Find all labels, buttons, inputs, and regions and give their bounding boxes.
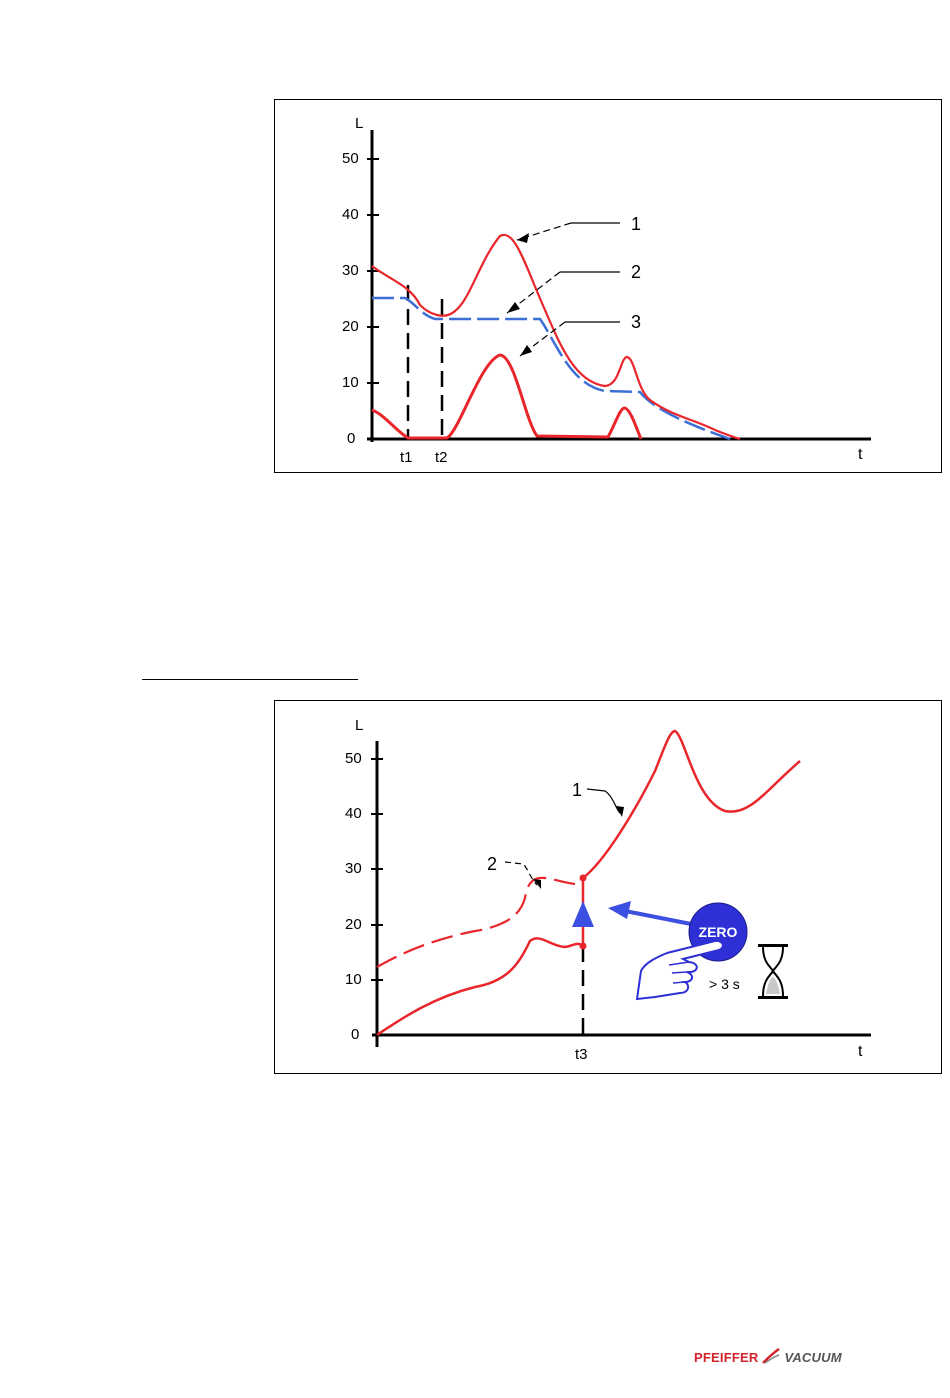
callout-2-label: 2	[631, 262, 641, 282]
series-1-line	[371, 233, 741, 441]
callout-1-label: 1	[572, 780, 582, 800]
y-tick-label: 30	[345, 860, 362, 877]
series-2-line	[376, 876, 576, 968]
callout-1-arrowhead	[616, 806, 624, 817]
hold-duration-label: > 3 s	[709, 976, 740, 992]
marker-t2-label: t2	[435, 449, 448, 466]
y-tick-label: 10	[345, 971, 362, 988]
figure-1-frame: L 50 40 30 20 10 0 t t1 t2 1 2 3	[274, 99, 942, 473]
callout-1-arrowhead	[517, 233, 529, 243]
callout-3-label: 3	[631, 312, 641, 332]
logo-swoosh-icon	[761, 1347, 781, 1368]
callout-2-arrowhead	[507, 302, 520, 313]
marker-t3-label: t3	[575, 1046, 588, 1063]
jump-start-dot	[579, 942, 587, 950]
callout-3-arrowhead	[520, 345, 532, 356]
section-divider	[142, 679, 358, 680]
y-tick-label: 0	[351, 1026, 359, 1043]
series-1-lower	[376, 937, 584, 1037]
y-tick-label: 50	[342, 150, 359, 167]
y-tick-label: 20	[342, 318, 359, 335]
zero-pointer-arrowhead	[608, 901, 631, 919]
y-ticks	[367, 158, 379, 384]
figure-2-frame: L 50 40 30 20 10 0 t t3 ZERO > 3 s	[274, 700, 942, 1074]
y-tick-label: 30	[342, 262, 359, 279]
y-tick-label: 40	[342, 206, 359, 223]
y-tick-label: 20	[345, 916, 362, 933]
y-ticks	[371, 758, 383, 981]
y-axis-label: L	[355, 115, 363, 132]
y-axis-label: L	[355, 717, 363, 734]
logo-product: VACUUM	[784, 1349, 842, 1365]
zero-button-label: ZERO	[699, 924, 738, 940]
pfeiffer-vacuum-logo: PFEIFFER VACUUM	[694, 1346, 842, 1368]
y-tick-label: 50	[345, 750, 362, 767]
y-tick-label: 10	[342, 374, 359, 391]
callout-2-leader	[504, 861, 538, 886]
logo-brand: PFEIFFER	[694, 1349, 759, 1365]
y-tick-label: 0	[347, 430, 355, 447]
series-1-upper	[582, 729, 801, 879]
callout-2-label: 2	[487, 854, 497, 874]
zero-pointer-arrow	[624, 909, 692, 926]
chart-2-svg: L 50 40 30 20 10 0 t t3 ZERO > 3 s	[345, 717, 871, 1063]
marker-t1-label: t1	[400, 449, 413, 466]
chart-1-svg: L 50 40 30 20 10 0 t t1 t2 1 2 3	[342, 115, 871, 466]
series-3-line	[371, 353, 643, 440]
pressing-hand-icon	[635, 939, 724, 1001]
callout-2-arrowhead	[533, 879, 541, 889]
x-axis-label: t	[858, 446, 863, 463]
y-tick-label: 40	[345, 805, 362, 822]
callout-1-label: 1	[631, 214, 641, 234]
x-axis-label: t	[858, 1043, 863, 1060]
series-2-line	[372, 296, 731, 441]
callout-1-leader	[586, 788, 621, 814]
hourglass-icon	[758, 944, 788, 999]
up-arrow-icon	[572, 901, 594, 927]
